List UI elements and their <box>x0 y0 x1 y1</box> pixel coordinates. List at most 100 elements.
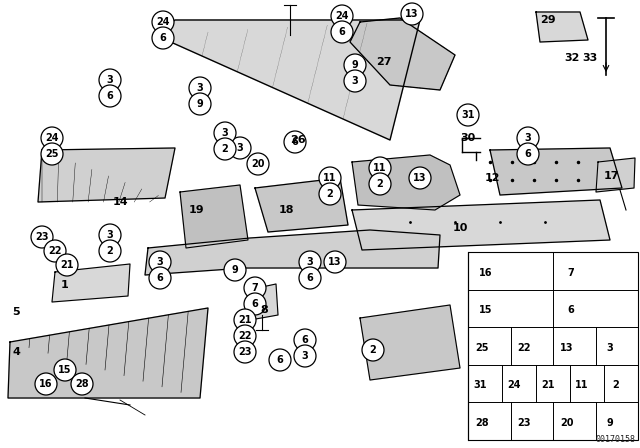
Text: 26: 26 <box>290 135 306 145</box>
Polygon shape <box>8 308 208 398</box>
Text: 13: 13 <box>560 343 573 353</box>
Circle shape <box>244 293 266 315</box>
Polygon shape <box>248 284 278 320</box>
Text: 2: 2 <box>376 179 383 189</box>
Circle shape <box>269 349 291 371</box>
Text: 6: 6 <box>307 273 314 283</box>
Text: 19: 19 <box>188 205 204 215</box>
Text: 2: 2 <box>612 380 620 391</box>
Text: 18: 18 <box>278 205 294 215</box>
Circle shape <box>294 329 316 351</box>
Text: 31: 31 <box>473 380 487 391</box>
Circle shape <box>44 240 66 262</box>
Text: 25: 25 <box>45 149 59 159</box>
Text: 30: 30 <box>460 133 476 143</box>
Circle shape <box>409 167 431 189</box>
Polygon shape <box>352 155 460 210</box>
Text: 3: 3 <box>221 128 228 138</box>
Text: 6: 6 <box>107 91 113 101</box>
Text: 6: 6 <box>292 137 298 147</box>
Polygon shape <box>180 185 248 248</box>
Circle shape <box>41 143 63 165</box>
Text: 23: 23 <box>35 232 49 242</box>
Text: 3: 3 <box>525 133 531 143</box>
Circle shape <box>457 104 479 126</box>
Circle shape <box>331 5 353 27</box>
Text: 23: 23 <box>518 418 531 428</box>
Circle shape <box>99 224 121 246</box>
Text: 2: 2 <box>107 246 113 256</box>
Text: 3: 3 <box>606 343 613 353</box>
Polygon shape <box>350 18 455 90</box>
Circle shape <box>299 267 321 289</box>
Text: 6: 6 <box>301 335 308 345</box>
Text: 20: 20 <box>252 159 265 169</box>
Circle shape <box>369 173 391 195</box>
Text: 29: 29 <box>540 15 556 25</box>
Text: 9: 9 <box>196 99 204 109</box>
Text: 9: 9 <box>351 60 358 70</box>
Circle shape <box>234 325 256 347</box>
Text: 6: 6 <box>339 27 346 37</box>
Text: 1: 1 <box>61 280 69 290</box>
Circle shape <box>189 93 211 115</box>
Text: 24: 24 <box>335 11 349 21</box>
Circle shape <box>517 143 539 165</box>
Text: 3: 3 <box>196 83 204 93</box>
Text: 21: 21 <box>238 315 252 325</box>
Text: 3: 3 <box>301 351 308 361</box>
Text: 13: 13 <box>405 9 419 19</box>
Circle shape <box>319 167 341 189</box>
Circle shape <box>344 70 366 92</box>
Text: 11: 11 <box>323 173 337 183</box>
Text: 24: 24 <box>156 17 170 27</box>
Circle shape <box>401 3 423 25</box>
Text: 7: 7 <box>568 267 574 278</box>
Text: 9: 9 <box>606 418 613 428</box>
Text: 5: 5 <box>12 307 20 317</box>
Circle shape <box>294 345 316 367</box>
Text: 21: 21 <box>60 260 74 270</box>
Circle shape <box>71 373 93 395</box>
Circle shape <box>189 77 211 99</box>
Text: 25: 25 <box>476 343 489 353</box>
Circle shape <box>99 240 121 262</box>
Polygon shape <box>490 148 622 195</box>
Text: 3: 3 <box>107 75 113 85</box>
Text: 6: 6 <box>568 305 574 315</box>
Polygon shape <box>38 148 175 202</box>
Text: 22: 22 <box>48 246 61 256</box>
Text: 3: 3 <box>237 143 243 153</box>
Circle shape <box>369 157 391 179</box>
Text: 15: 15 <box>479 305 493 315</box>
Text: 13: 13 <box>328 257 342 267</box>
Text: 8: 8 <box>260 305 268 315</box>
Circle shape <box>284 131 306 153</box>
Circle shape <box>41 127 63 149</box>
Text: 16: 16 <box>479 267 493 278</box>
Polygon shape <box>145 230 440 275</box>
Text: 12: 12 <box>484 173 500 183</box>
Text: 2: 2 <box>370 345 376 355</box>
Circle shape <box>517 127 539 149</box>
Text: 6: 6 <box>252 299 259 309</box>
Polygon shape <box>255 178 348 232</box>
Circle shape <box>244 277 266 299</box>
Text: 24: 24 <box>45 133 59 143</box>
Text: 13: 13 <box>413 173 427 183</box>
Text: 28: 28 <box>475 418 489 428</box>
Text: 20: 20 <box>560 418 573 428</box>
Text: 22: 22 <box>238 331 252 341</box>
Circle shape <box>362 339 384 361</box>
Text: 3: 3 <box>107 230 113 240</box>
Circle shape <box>214 138 236 160</box>
Polygon shape <box>352 200 610 250</box>
Circle shape <box>247 153 269 175</box>
Polygon shape <box>52 264 130 302</box>
Text: 28: 28 <box>75 379 89 389</box>
Text: 32: 32 <box>564 53 580 63</box>
Circle shape <box>56 254 78 276</box>
Text: 27: 27 <box>376 57 392 67</box>
Text: 9: 9 <box>232 265 238 275</box>
Text: 6: 6 <box>159 33 166 43</box>
